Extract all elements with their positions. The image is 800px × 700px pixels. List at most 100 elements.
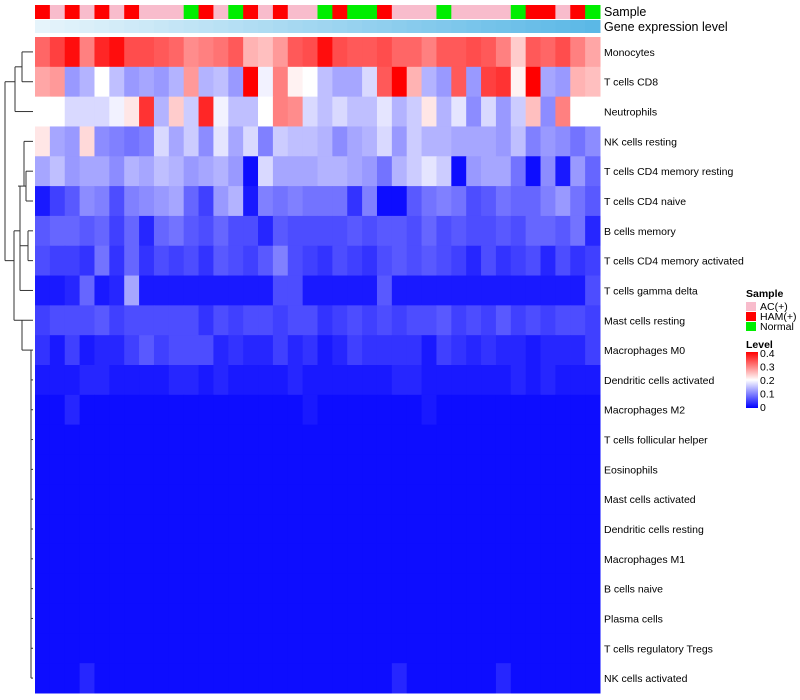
heatmap-cell — [168, 215, 185, 247]
sample-annotation-cell — [228, 5, 244, 19]
heatmap-cell — [198, 245, 214, 277]
heatmap-cell — [109, 365, 125, 396]
sample-legend-label: HAM(+) — [760, 311, 796, 323]
heatmap-cell — [436, 96, 452, 127]
expression-annotation-cell — [228, 20, 244, 33]
heatmap-cell — [49, 454, 66, 485]
heatmap-cell — [198, 514, 214, 545]
heatmap-cell — [139, 484, 155, 515]
heatmap-cell — [436, 37, 452, 68]
heatmap-cell — [362, 245, 378, 277]
heatmap-cell — [362, 215, 378, 247]
heatmap-cell — [406, 663, 423, 694]
heatmap-cell — [332, 186, 348, 217]
heatmap-cell — [495, 335, 512, 366]
heatmap-cell — [376, 365, 393, 396]
heatmap-cell — [555, 454, 571, 485]
heatmap-cell — [35, 394, 51, 426]
heatmap-cell — [258, 543, 274, 575]
heatmap-cell — [570, 275, 586, 306]
heatmap-cell — [510, 573, 527, 605]
heatmap-cell — [406, 66, 423, 98]
heatmap-cell — [421, 245, 437, 277]
heatmap-cell — [406, 394, 423, 426]
heatmap-cell — [451, 543, 467, 575]
heatmap-cell — [79, 66, 95, 98]
heatmap-cell — [525, 66, 542, 98]
heatmap-cell — [168, 96, 185, 127]
heatmap-cell — [332, 335, 348, 366]
heatmap-cell — [287, 454, 304, 485]
heatmap-cell — [198, 66, 214, 98]
heatmap-cell — [540, 603, 556, 634]
heatmap-cell — [362, 424, 378, 455]
heatmap-cell — [451, 126, 467, 157]
row-label: Macrophages M1 — [604, 554, 685, 566]
heatmap-cell — [198, 543, 214, 575]
heatmap-cell — [49, 37, 66, 68]
heatmap-cell — [421, 305, 437, 336]
heatmap-cell — [391, 126, 408, 157]
heatmap-cell — [213, 633, 229, 664]
heatmap-cell — [198, 335, 214, 366]
heatmap-cell — [243, 37, 259, 68]
heatmap-cell — [347, 424, 363, 455]
heatmap-cell — [525, 454, 542, 485]
heatmap-cell — [168, 186, 185, 217]
heatmap-cell — [94, 573, 110, 605]
heatmap-cell — [228, 335, 244, 366]
heatmap-cell — [466, 514, 482, 545]
heatmap-cell — [228, 543, 244, 575]
heatmap-cell — [525, 365, 542, 396]
heatmap-cell — [406, 573, 423, 605]
heatmap-cell — [495, 573, 512, 605]
row-label: T cells CD4 memory activated — [604, 256, 744, 268]
sample-annotation-cell — [421, 5, 437, 19]
heatmap-cell — [421, 275, 437, 306]
heatmap-cell — [49, 96, 66, 127]
heatmap-cell — [495, 156, 512, 187]
heatmap-cell — [510, 245, 527, 277]
heatmap-cell — [287, 335, 304, 366]
heatmap-cell — [35, 126, 51, 157]
heatmap-cell — [555, 96, 571, 127]
heatmap-cell — [109, 603, 125, 634]
heatmap-cell — [510, 365, 527, 396]
heatmap-cell — [481, 275, 497, 306]
heatmap-cell — [302, 96, 318, 127]
heatmap-cell — [35, 275, 51, 306]
heatmap-cell — [317, 66, 333, 98]
sample-annotation-cell — [243, 5, 259, 19]
sample-annotation-cell — [406, 5, 423, 19]
heatmap-cell — [64, 484, 81, 515]
heatmap-cell — [64, 603, 81, 634]
row-label: Plasma cells — [604, 613, 663, 625]
heatmap-cell — [49, 484, 66, 515]
heatmap-cell — [168, 573, 185, 605]
heatmap-cell — [436, 484, 452, 515]
expression-annotation-cell — [391, 20, 408, 33]
heatmap-cell — [391, 663, 408, 694]
heatmap-cell — [302, 215, 318, 247]
heatmap-cell — [64, 543, 81, 575]
heatmap-cell — [525, 186, 542, 217]
heatmap-cell — [495, 394, 512, 426]
heatmap-cell — [139, 335, 155, 366]
heatmap-cell — [243, 245, 259, 277]
heatmap-cell — [302, 514, 318, 545]
heatmap-cell — [570, 603, 586, 634]
heatmap-cell — [64, 663, 81, 694]
expression-annotation-cell — [258, 20, 274, 33]
heatmap-cell — [332, 514, 348, 545]
heatmap-cell — [406, 96, 423, 127]
heatmap-cell — [79, 305, 95, 336]
expression-annotation-cell — [198, 20, 214, 33]
heatmap-cell — [139, 603, 155, 634]
expression-annotation-cell — [570, 20, 586, 33]
heatmap-cell — [540, 215, 556, 247]
sample-annotation-cell — [451, 5, 467, 19]
heatmap-cell — [406, 603, 423, 634]
heatmap-cell — [585, 663, 601, 694]
expression-annotation-cell — [525, 20, 542, 33]
heatmap-cell — [35, 245, 51, 277]
